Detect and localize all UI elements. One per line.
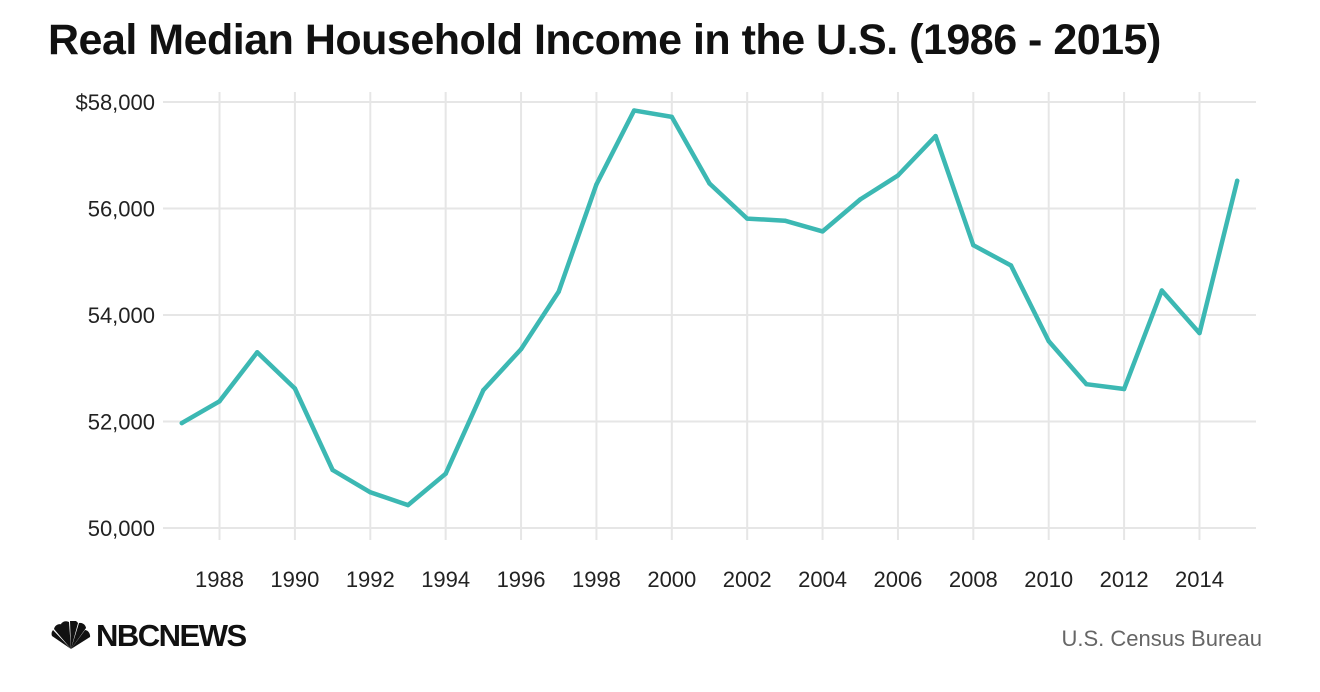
x-tick-label: 2014 [1175,567,1224,592]
y-axis-tick-labels: 50,000 52,000 54,000 56,000 $58,000 [75,90,155,541]
x-tick-label: 2010 [1024,567,1073,592]
data-point [255,350,260,355]
data-point [707,181,712,186]
source-credit: U.S. Census Bureau [1061,626,1262,651]
data-point [1197,330,1202,336]
y-tick-label: 52,000 [88,410,155,435]
x-tick-label: 1994 [421,567,470,592]
data-point [858,197,863,202]
x-tick-label: 1998 [572,567,621,592]
x-tick-label: 2012 [1100,567,1149,592]
chart-title: Real Median Household Income in the U.S.… [48,16,1161,64]
data-point [895,173,901,178]
data-point [1008,263,1014,268]
x-axis-tick-labels: 1988 1990 1992 1994 1996 1998 2000 2002 2004 2006… [195,567,1224,592]
x-tick-label: 1992 [346,567,395,592]
y-tick-label: 54,000 [88,303,155,328]
data-point [669,114,675,120]
data-point [1234,178,1240,184]
nbc-news-logo: NBCNEWS [50,618,247,654]
data-point [1121,386,1127,392]
x-tick-label: 2008 [949,567,998,592]
series-layer [179,108,1240,508]
data-point [330,467,335,473]
data-point [481,387,486,393]
x-tick-label: 2004 [798,567,847,592]
data-point [292,386,298,391]
data-point [217,399,222,404]
data-point [782,218,788,223]
data-point [820,229,825,234]
x-tick-label: 1996 [497,567,546,592]
data-point [368,490,373,495]
y-tick-label: 56,000 [88,197,155,222]
x-tick-label: 2006 [873,567,922,592]
y-tick-label: $58,000 [75,90,155,115]
data-point [933,133,938,139]
data-point [631,108,637,113]
data-point [1159,288,1164,293]
y-tick-label: 50,000 [88,516,155,541]
income-series-line [179,108,1240,508]
data-point [594,182,599,187]
data-point [1046,338,1051,344]
data-point [744,216,750,221]
data-point [1084,382,1089,387]
peacock-icon [51,621,91,649]
logo-wordmark: NBCNEWS [96,618,247,653]
line-chart: 50,000 52,000 54,000 56,000 $58,000 1988 1990… [75,90,1256,592]
data-point [518,346,524,352]
x-tick-label: 2002 [723,567,772,592]
data-point [443,471,448,476]
grid-lines [163,92,1256,540]
x-tick-label: 1988 [195,567,244,592]
x-tick-label: 1990 [270,567,319,592]
data-point [971,243,976,248]
data-point [179,420,185,426]
x-tick-label: 2000 [647,567,696,592]
data-point [556,289,561,294]
data-point [405,502,411,508]
